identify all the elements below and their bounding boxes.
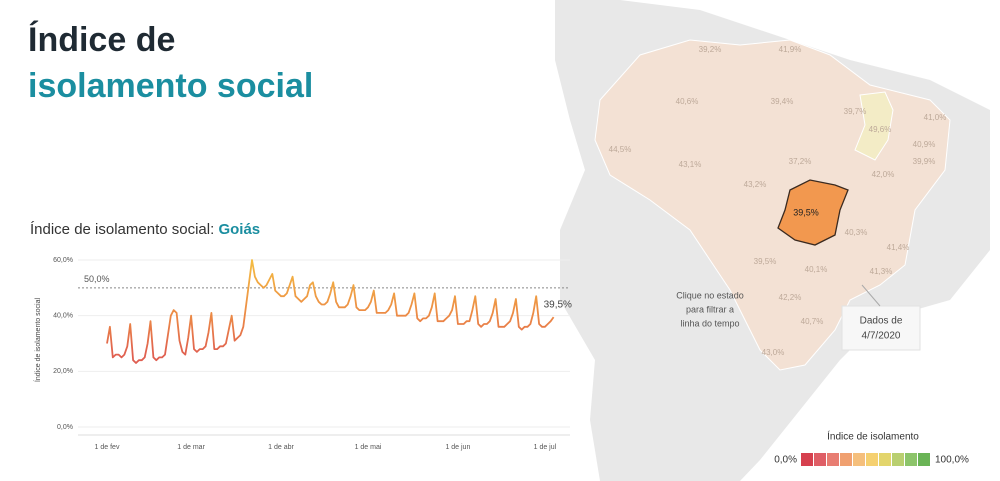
state-label: 39,9%	[913, 157, 936, 166]
state-label: 43,0%	[762, 348, 785, 357]
state-label: 40,3%	[845, 228, 868, 237]
brazil	[594, 39, 951, 371]
map-hint: Clique no estado	[676, 290, 744, 300]
state-label: 37,2%	[789, 157, 812, 166]
state-label: 39,7%	[844, 107, 867, 116]
state-label: 40,6%	[676, 97, 699, 106]
x-tick-label: 1 de mar	[177, 444, 205, 451]
state-highlight-light	[854, 91, 894, 161]
state-label: 40,1%	[805, 265, 828, 274]
legend-max: 100,0%	[935, 455, 969, 466]
legend-swatch	[866, 453, 878, 466]
legend-swatch	[892, 453, 904, 466]
state-label: 43,1%	[679, 160, 702, 169]
state-label: 44,5%	[609, 145, 632, 154]
reference-label: 50,0%	[84, 274, 110, 284]
map-hint: para filtrar a	[686, 304, 734, 314]
legend-swatch	[814, 453, 826, 466]
x-tick-label: 1 de fev	[95, 444, 120, 451]
x-tick-label: 1 de abr	[268, 444, 294, 451]
y-tick-label: 60,0%	[53, 257, 73, 264]
y-axis-label: Índice de isolamento social	[33, 298, 42, 382]
state-label: 41,3%	[870, 267, 893, 276]
state-label: 43,2%	[744, 180, 767, 189]
title-line: Índice de	[28, 21, 175, 59]
y-tick-label: 0,0%	[57, 424, 73, 431]
legend-swatch	[918, 453, 930, 466]
legend-swatch	[879, 453, 891, 466]
x-tick-label: 1 de jul	[534, 444, 557, 451]
date-pointer	[861, 284, 881, 307]
legend-swatch	[801, 453, 813, 466]
state-label: 41,0%	[924, 113, 947, 122]
chart-title-highlight: Goiás	[218, 221, 260, 238]
value-label: 39,5%	[544, 300, 572, 311]
legend-swatch	[905, 453, 917, 466]
state-selected[interactable]	[777, 179, 849, 246]
state-label: 39,5%	[793, 207, 819, 217]
x-tick-label: 1 de jun	[445, 444, 470, 451]
title-line: isolamento social	[28, 67, 313, 105]
state-label: 41,4%	[887, 243, 910, 252]
state-label: 39,4%	[771, 97, 794, 106]
legend-min: 0,0%	[774, 455, 797, 466]
state-label: 41,9%	[779, 45, 802, 54]
x-tick-label: 1 de mai	[355, 444, 382, 451]
legend-swatch	[853, 453, 865, 466]
y-tick-label: 20,0%	[53, 368, 73, 375]
date-box	[841, 305, 921, 351]
state-label: 40,9%	[913, 140, 936, 149]
date-label: Dados de	[860, 316, 903, 327]
state-label: 39,2%	[699, 45, 722, 54]
header: Índice de isolamento social	[28, 21, 313, 105]
date-label: 4/7/2020	[862, 331, 901, 342]
state-label: 39,5%	[754, 257, 777, 266]
state-label: 42,2%	[779, 293, 802, 302]
y-tick-label: 40,0%	[53, 313, 73, 320]
series-line	[106, 259, 555, 364]
map-hint: linha do tempo	[680, 318, 739, 328]
legend-swatch	[840, 453, 852, 466]
state-label: 49,6%	[869, 125, 892, 134]
legend-title: Índice de isolamento	[827, 430, 919, 443]
state-label: 42,0%	[872, 170, 895, 179]
legend-swatch	[827, 453, 839, 466]
state-label: 40,7%	[801, 317, 824, 326]
chart-title-text: Índice de isolamento social:	[30, 221, 214, 238]
chart-title: Índice de isolamento social: Goiás	[30, 221, 260, 238]
